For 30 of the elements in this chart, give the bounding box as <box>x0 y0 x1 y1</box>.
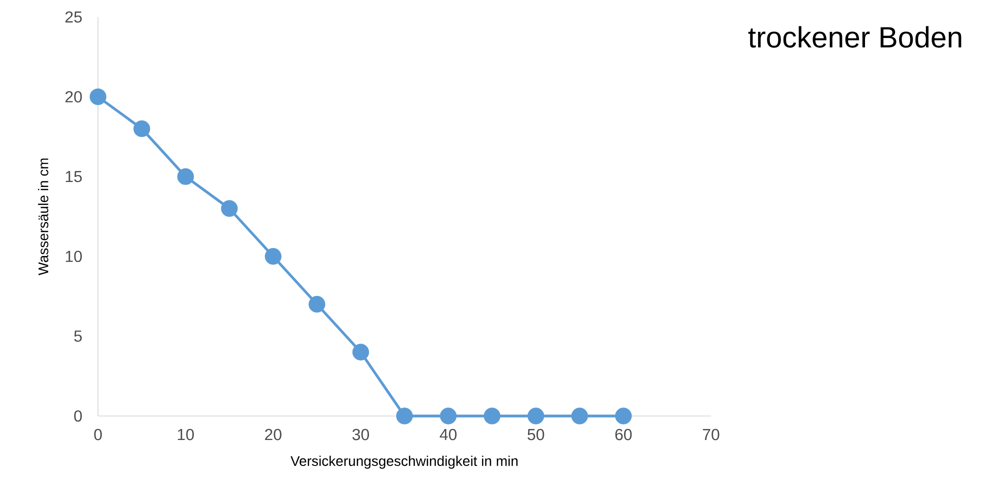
point <box>352 344 370 360</box>
point <box>528 408 544 424</box>
point <box>308 296 326 313</box>
y-tick-label: 0 <box>74 410 82 422</box>
x-tick-label: 50 <box>528 428 544 440</box>
x-tick-label: 10 <box>178 428 194 440</box>
y-tick-label: 15 <box>66 171 82 182</box>
point <box>484 408 500 424</box>
y-tick-label: 10 <box>66 250 82 262</box>
x-tick-label: 70 <box>702 428 720 440</box>
point <box>571 408 588 424</box>
point <box>615 408 632 424</box>
text: trockener Boden <box>748 26 962 48</box>
point <box>440 408 457 424</box>
point <box>177 168 194 185</box>
y-axis-title: Wassersäule in cm <box>38 158 48 276</box>
x-tick-label: 0 <box>94 428 102 440</box>
y-tick-label: 25 <box>65 11 82 23</box>
point <box>264 248 282 265</box>
point <box>133 120 150 138</box>
x-axis-title: Versickerungsgeschwindigkeit in min <box>290 456 518 469</box>
point <box>90 88 106 106</box>
point <box>396 408 413 424</box>
x-tick-label: 30 <box>352 428 369 440</box>
y-tick-label: 20 <box>65 91 82 102</box>
point <box>221 200 238 217</box>
y-tick-label: 5 <box>74 330 82 342</box>
x-tick-label: 40 <box>440 428 457 440</box>
x-tick-label: 60 <box>615 428 632 440</box>
x-tick-label: 20 <box>265 428 282 440</box>
